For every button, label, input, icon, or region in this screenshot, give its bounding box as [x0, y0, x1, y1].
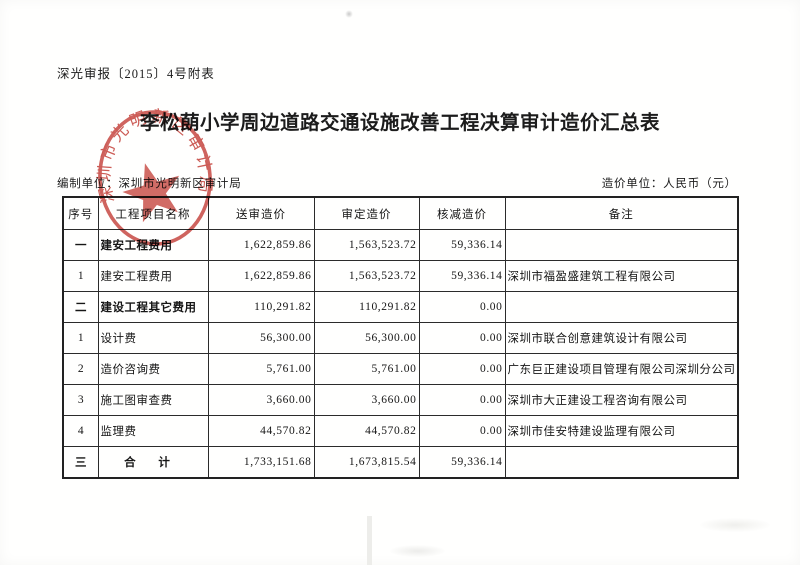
scan-band [367, 516, 372, 565]
table-row: 二建设工程其它费用 110,291.82 110,291.82 0.00 [62, 291, 739, 323]
table-row: 3 施工图审查费 3,660.00 3,660.00 0.00 深圳市大正建设工程咨询有限… [62, 384, 739, 416]
prepared-by-label: 编制单位：深圳市光明新区审计局 [57, 178, 242, 190]
cell-remark: 深圳市联合创意建筑设计有限公司 [504, 322, 739, 354]
cell-submitted: 56,300.00 [207, 322, 315, 354]
table-row: 4 监理费 44,570.82 44,570.82 0.00 深圳市佳安特建设监理有限公司 [62, 415, 739, 447]
cost-summary-table: 序号 工程项目名称 送审造价 审定造价 核减造价 备注 一建安工程费用 1,622… [62, 196, 739, 479]
cell-remark [504, 291, 739, 323]
cell-seq: 一 [62, 229, 99, 261]
header-remarks: 备注 [504, 196, 739, 230]
cell-approved: 44,570.82 [313, 415, 420, 447]
cell-approved: 1,673,815.54 [313, 446, 420, 479]
unit-row: 编制单位：深圳市光明新区审计局 造价单位：人民币（元） [57, 175, 737, 191]
currency-unit-label: 造价单位：人民币（元） [601, 178, 737, 190]
cell-seq: 1 [62, 322, 99, 354]
cell-submitted: 1,733,151.68 [207, 446, 315, 479]
header-submitted-cost: 送审造价 [207, 196, 315, 230]
header-seq: 序号 [62, 196, 99, 230]
cell-approved: 3,660.00 [313, 384, 420, 416]
cell-remark [504, 446, 739, 479]
cell-name: 设计费 [97, 322, 209, 354]
cell-seq: 1 [62, 260, 99, 292]
cell-remark: 深圳市大正建设工程咨询有限公司 [504, 384, 739, 416]
cell-remark: 广东巨正建设项目管理有限公司深圳分公司 [504, 353, 739, 385]
cell-reduced: 59,336.14 [418, 260, 506, 292]
cell-submitted: 5,761.00 [207, 353, 315, 385]
cell-approved: 110,291.82 [313, 291, 420, 323]
cell-seq: 2 [62, 353, 99, 385]
cell-remark [504, 229, 739, 261]
cell-seq: 3 [62, 384, 99, 416]
table-row: 三合 计 1,733,151.68 1,673,815.54 59,336.14 [62, 446, 739, 479]
scan-smudge [700, 518, 770, 532]
scan-speck [345, 10, 353, 18]
cell-reduced: 59,336.14 [418, 446, 506, 479]
scan-smudge [390, 545, 445, 557]
table-body: 一建安工程费用 1,622,859.86 1,563,523.72 59,336.14… [62, 229, 739, 479]
cell-seq: 三 [62, 446, 99, 479]
cell-submitted: 1,622,859.86 [207, 260, 315, 292]
cell-submitted: 3,660.00 [207, 384, 315, 416]
header-reduced-cost: 核减造价 [418, 196, 506, 230]
header-project-name: 工程项目名称 [97, 196, 209, 230]
cell-remark: 深圳市福盈盛建筑工程有限公司 [504, 260, 739, 292]
cell-submitted: 110,291.82 [207, 291, 315, 323]
cell-reduced: 59,336.14 [418, 229, 506, 261]
page-title: 李松蓢小学周边道路交通设施改善工程决算审计造价汇总表 [139, 113, 660, 134]
table-header-row: 序号 工程项目名称 送审造价 审定造价 核减造价 备注 [62, 196, 739, 230]
cell-name: 建安工程费用 [97, 260, 209, 292]
cell-approved: 1,563,523.72 [313, 260, 420, 292]
cell-name: 监理费 [97, 415, 209, 447]
table-row: 1 设计费 56,300.00 56,300.00 0.00 深圳市联合创意建筑设计有限公… [62, 322, 739, 354]
header-approved-cost: 审定造价 [313, 196, 420, 230]
cell-reduced: 0.00 [418, 384, 506, 416]
cell-name: 建安工程费用 [97, 229, 209, 261]
cell-name: 建设工程其它费用 [97, 291, 209, 323]
cell-submitted: 44,570.82 [207, 415, 315, 447]
cell-reduced: 0.00 [418, 322, 506, 354]
cell-submitted: 1,622,859.86 [207, 229, 315, 261]
cell-name: 造价咨询费 [97, 353, 209, 385]
cell-reduced: 0.00 [418, 415, 506, 447]
cell-seq: 二 [62, 291, 99, 323]
cell-approved: 5,761.00 [313, 353, 420, 385]
doc-number: 深光审报〔2015〕4号附表 [57, 67, 215, 81]
table-row: 1 建安工程费用 1,622,859.86 1,563,523.72 59,336.14… [62, 260, 739, 292]
cell-seq: 4 [62, 415, 99, 447]
cell-remark: 深圳市佳安特建设监理有限公司 [504, 415, 739, 447]
table-row: 一建安工程费用 1,622,859.86 1,563,523.72 59,336.14 [62, 229, 739, 261]
cell-reduced: 0.00 [418, 291, 506, 323]
table-row: 2 造价咨询费 5,761.00 5,761.00 0.00 广东巨正建设项目管理有限公司… [62, 353, 739, 385]
cell-approved: 1,563,523.72 [313, 229, 420, 261]
cell-name: 合 计 [97, 446, 209, 479]
cell-name: 施工图审查费 [97, 384, 209, 416]
cell-reduced: 0.00 [418, 353, 506, 385]
cell-approved: 56,300.00 [313, 322, 420, 354]
